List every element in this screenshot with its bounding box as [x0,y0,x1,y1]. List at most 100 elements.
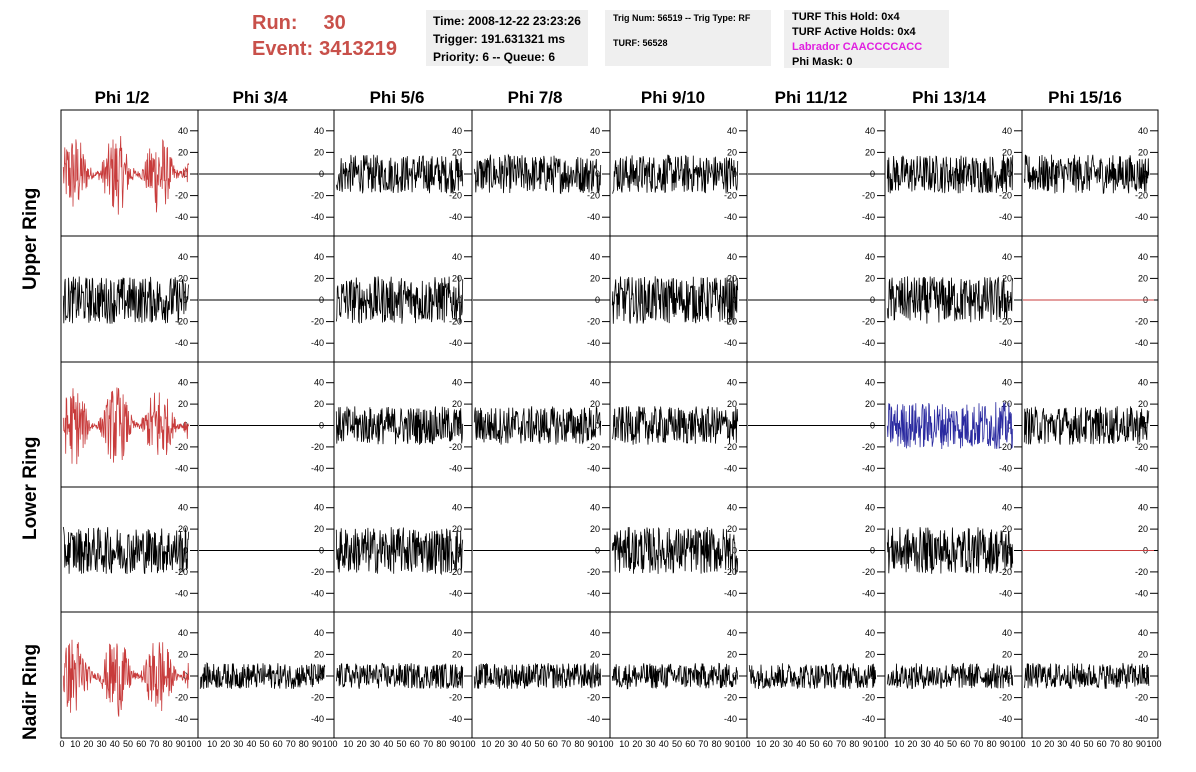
y-tick-label: -20 [1135,317,1148,327]
y-tick-label: -20 [175,442,188,452]
y-tick-label: 40 [1138,126,1148,136]
waveform-r0-c3 [473,153,602,195]
x-tick-label: 60 [823,739,833,749]
y-tick-label: 40 [314,378,324,388]
y-tick-label: -20 [587,442,600,452]
y-tick-label: 40 [314,628,324,638]
waveform-r0-c7 [1023,154,1150,195]
y-tick-label: 40 [590,628,600,638]
y-tick-label: 20 [590,524,600,534]
y-tick-label: -40 [999,714,1012,724]
waveform-r1-c0 [62,276,190,324]
y-tick-label: -20 [311,693,324,703]
x-tick-label: 100 [735,739,750,749]
y-tick-label: -20 [724,442,737,452]
waveform-r2-c0 [62,387,190,465]
y-tick-label: -40 [724,463,737,473]
y-tick-label: 20 [1138,147,1148,157]
x-tick-label: 80 [574,739,584,749]
y-tick-label: -20 [587,191,600,201]
y-tick-label: 40 [1138,628,1148,638]
y-tick-label: -40 [1135,338,1148,348]
y-tick-label: -20 [449,191,462,201]
x-tick-label: 80 [436,739,446,749]
waveform-r0-c0 [62,135,190,215]
x-tick-label: 100 [598,739,613,749]
x-tick-label: 10 [343,739,353,749]
x-tick-label: 80 [712,739,722,749]
y-tick-label: -40 [862,212,875,222]
y-tick-label: -40 [999,588,1012,598]
y-tick-label: 40 [1002,252,1012,262]
y-tick-label: 20 [314,524,324,534]
waveform-r4-c1 [199,662,326,689]
y-tick-label: -20 [724,317,737,327]
y-tick-label: 40 [590,503,600,513]
y-tick-label: 40 [178,503,188,513]
y-tick-label: -40 [311,588,324,598]
y-tick-label: -20 [724,191,737,201]
x-tick-label: 0 [59,739,64,749]
y-tick-label: -40 [175,338,188,348]
y-tick-label: 40 [178,126,188,136]
y-tick-label: 20 [178,399,188,409]
y-tick-label: 20 [314,147,324,157]
y-tick-label: -40 [724,212,737,222]
y-tick-label: 40 [452,628,462,638]
x-tick-label: 100 [1010,739,1025,749]
y-tick-label: -20 [999,317,1012,327]
y-tick-label: -40 [311,212,324,222]
waveform-r2-c3 [473,406,602,445]
x-tick-label: 90 [1136,739,1146,749]
y-tick-label: -40 [175,212,188,222]
y-tick-label: 40 [590,252,600,262]
x-tick-label: 50 [123,739,133,749]
run-value: 30 [323,12,346,34]
x-tick-label: 70 [698,739,708,749]
waveform-r3-c2 [335,527,464,576]
x-tick-label: 20 [220,739,230,749]
event-label: Event: [252,38,314,60]
y-tick-label: 0 [183,546,188,556]
x-tick-label: 20 [83,739,93,749]
y-tick-label: 20 [314,649,324,659]
x-tick-label: 100 [322,739,337,749]
trigger-text: Trigger: 191.631321 ms [433,32,566,46]
y-tick-label: -40 [449,212,462,222]
x-tick-label: 20 [632,739,642,749]
y-tick-label: 20 [1138,273,1148,283]
y-tick-label: -40 [175,714,188,724]
x-tick-label: 100 [1146,739,1161,749]
x-tick-label: 40 [110,739,120,749]
y-tick-label: -20 [999,567,1012,577]
x-tick-label: 50 [947,739,957,749]
phi-mask-text: Phi Mask: 0 [792,56,853,68]
y-tick-label: 40 [178,378,188,388]
y-tick-label: -40 [449,463,462,473]
y-tick-label: 20 [727,147,737,157]
x-tick-label: 40 [246,739,256,749]
y-tick-label: 40 [1002,378,1012,388]
x-tick-label: 50 [672,739,682,749]
x-tick-label: 80 [1123,739,1133,749]
y-tick-label: 40 [1002,628,1012,638]
x-tick-label: 20 [770,739,780,749]
waveform-r2-c6 [886,402,1014,450]
x-tick-label: 80 [299,739,309,749]
y-tick-label: -20 [449,567,462,577]
waveform-r0-c6 [886,155,1014,194]
y-tick-label: -20 [175,693,188,703]
x-tick-label: 60 [1097,739,1107,749]
y-tick-label: 20 [590,147,600,157]
y-tick-label: -20 [1135,693,1148,703]
y-tick-label: 20 [727,273,737,283]
x-tick-label: 60 [685,739,695,749]
y-tick-label: -20 [862,693,875,703]
y-tick-label: -40 [587,588,600,598]
y-tick-label: -40 [311,714,324,724]
y-tick-label: 40 [590,126,600,136]
turf-active-text: TURF Active Holds: 0x4 [792,26,916,38]
labrador-text: Labrador CAACCCCACC [792,41,923,53]
y-tick-label: 20 [727,399,737,409]
